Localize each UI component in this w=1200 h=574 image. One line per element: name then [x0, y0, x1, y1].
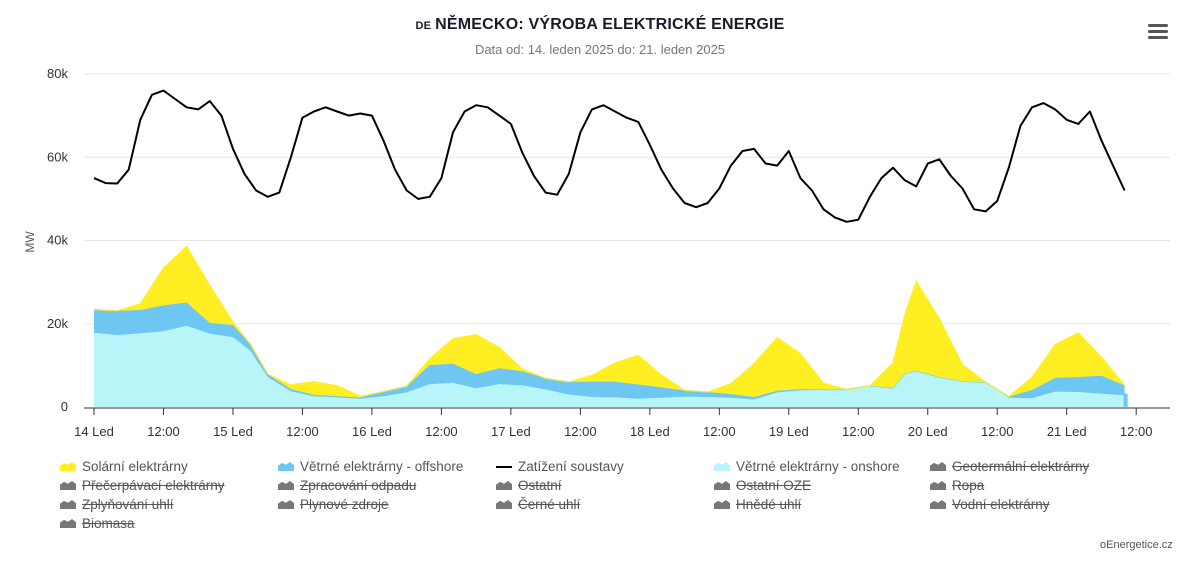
chart-subtitle: Data od: 14. leden 2025 do: 21. leden 20…: [474, 42, 726, 57]
legend-area-icon: [496, 500, 512, 509]
legend-item[interactable]: Ropa: [930, 478, 984, 493]
legend-item[interactable]: Zplyňování uhlí: [60, 497, 174, 512]
x-tick-label: 21 Led: [1047, 424, 1087, 439]
legend-item[interactable]: Větrné elektrárny - onshore: [714, 459, 900, 474]
legend-area-icon: [714, 462, 730, 471]
y-tick-label: 60k: [47, 149, 68, 164]
legend-label: Hnědé uhlí: [736, 497, 802, 512]
legend-label: Geotermální elektrárny: [952, 459, 1090, 474]
chart-plot: 0 20k 40k 60k 80k MW 14 Led 12:00 15 Led 12:00 16 …: [23, 66, 1170, 439]
legend-area-icon: [60, 500, 76, 509]
legend-label: Plynové zdroje: [300, 497, 389, 512]
y-tick-label: 40k: [47, 233, 68, 248]
legend-area-icon: [278, 481, 294, 490]
axes: 0 20k 40k 60k 80k MW 14 Led 12:00 15 Led 12:00 16 …: [23, 66, 1170, 439]
legend-label: Zplyňování uhlí: [82, 497, 174, 512]
grid-lines: [84, 73, 1170, 325]
legend-item[interactable]: Přečerpávací elektrárny: [60, 478, 225, 493]
x-tick-label: 12:00: [425, 424, 458, 439]
legend-area-icon: [60, 481, 76, 490]
line-load: [93, 89, 1126, 223]
legend-area-icon: [714, 500, 730, 509]
line-series: [93, 89, 1126, 223]
legend-label: Ostatní OZE: [736, 478, 812, 493]
x-tick-label: 12:00: [286, 424, 319, 439]
legend-area-icon: [930, 500, 946, 509]
x-tick-label: 12:00: [703, 424, 736, 439]
legend-label: Solární elektrárny: [82, 459, 188, 474]
legend-label: Přečerpávací elektrárny: [82, 478, 225, 493]
area-end-marker: [1123, 393, 1128, 407]
x-tick-label: 12:00: [1120, 424, 1153, 439]
legend-label: Větrné elektrárny - offshore: [300, 459, 464, 474]
legend-item[interactable]: Hnědé uhlí: [714, 497, 801, 512]
legend-area-icon: [496, 481, 512, 490]
legend-area-icon: [714, 481, 730, 490]
legend-item[interactable]: Plynové zdroje: [278, 497, 389, 512]
area-series: [93, 245, 1128, 407]
legend-area-icon: [930, 462, 946, 471]
x-tick-label: 12:00: [147, 424, 180, 439]
legend-item[interactable]: Ostatní: [496, 478, 562, 493]
legend-area-icon: [278, 500, 294, 509]
hamburger-menu-icon[interactable]: [1148, 24, 1168, 42]
legend-item[interactable]: Vodní elektrárny: [930, 497, 1050, 512]
legend-label: Větrné elektrárny - onshore: [736, 459, 900, 474]
legend-label: Ostatní: [518, 478, 562, 493]
x-tick-label: 17 Led: [491, 424, 531, 439]
x-tick-label: 16 Led: [352, 424, 392, 439]
legend-item[interactable]: Černé uhlí: [496, 497, 580, 512]
x-tick-label: 18 Led: [630, 424, 670, 439]
y-axis-title: MW: [23, 231, 37, 253]
legend-label: Černé uhlí: [518, 497, 581, 512]
area-solar: [94, 246, 1125, 398]
y-tick-label: 0: [61, 399, 68, 414]
legend-area-icon: [60, 462, 76, 471]
chart-title: DE NĚMECKO: VÝROBA ELEKTRICKÉ ENERGIE: [0, 16, 1200, 34]
legend-label: Biomasa: [82, 516, 135, 531]
x-tick-label: 12:00: [981, 424, 1014, 439]
legend-area-icon: [930, 481, 946, 490]
x-tick-label: 12:00: [842, 424, 875, 439]
y-tick-label: 80k: [47, 66, 68, 81]
legend-area-icon: [278, 462, 294, 471]
chart-title-text: NĚMECKO: VÝROBA ELEKTRICKÉ ENERGIE: [435, 16, 785, 33]
x-tick-label: 14 Led: [74, 424, 114, 439]
credit-text: oEnergetice.cz: [1100, 539, 1173, 551]
legend-item[interactable]: Větrné elektrárny - offshore: [278, 459, 463, 474]
legend-item[interactable]: Solární elektrárny: [60, 459, 188, 474]
x-tick-label: 12:00: [564, 424, 597, 439]
legend-area-icon: [60, 519, 76, 528]
x-tick-label: 20 Led: [908, 424, 948, 439]
legend-label: Ropa: [952, 478, 985, 493]
legend-item[interactable]: Biomasa: [60, 516, 135, 531]
legend-item[interactable]: Zpracování odpadu: [278, 478, 416, 493]
legend-item[interactable]: Ostatní OZE: [714, 478, 811, 493]
x-tick-label: 15 Led: [213, 424, 253, 439]
legend-item[interactable]: Geotermální elektrárny: [930, 459, 1089, 474]
y-tick-label: 20k: [47, 316, 68, 331]
legend-label: Zatížení soustavy: [518, 459, 624, 474]
x-tick-label: 19 Led: [769, 424, 809, 439]
area-solar-edge: [93, 245, 1126, 398]
legend-label: Vodní elektrárny: [952, 497, 1050, 512]
country-flag-code: DE: [415, 20, 432, 32]
legend-label: Zpracování odpadu: [300, 478, 417, 493]
legend-item[interactable]: Zatížení soustavy: [496, 459, 624, 474]
legend-line-icon: [496, 465, 512, 468]
